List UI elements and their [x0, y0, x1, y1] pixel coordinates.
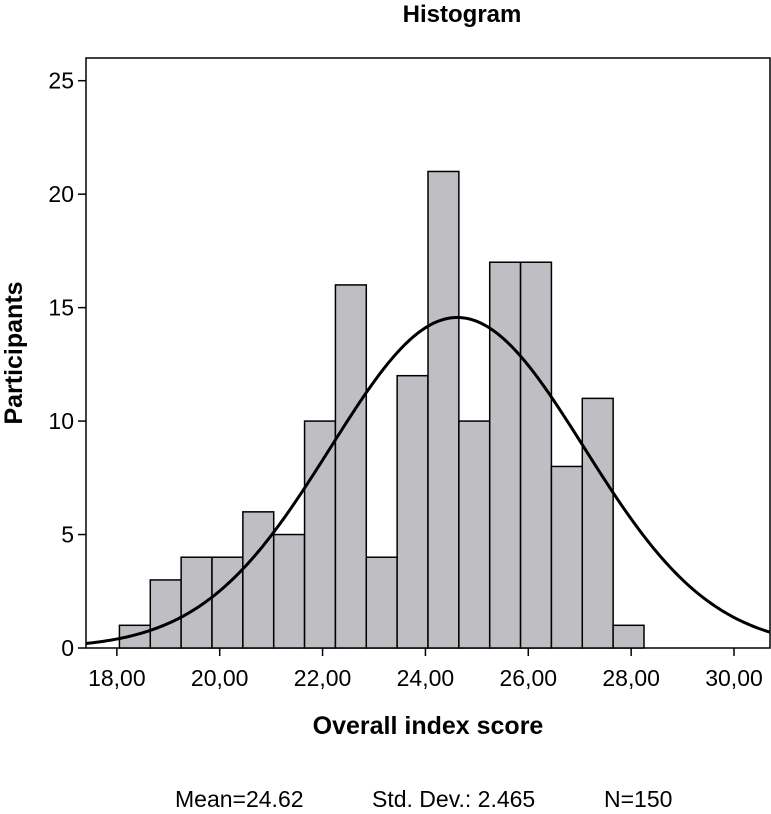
std-dev-label: Std. Dev.: 2.465	[372, 786, 536, 812]
histogram-bar	[396, 374, 429, 649]
y-axis-label: Participants	[0, 281, 28, 424]
y-axis: 0 5 10 15 20 25	[48, 68, 86, 661]
x-axis-label: Overall index score	[313, 712, 544, 740]
histogram-bar	[242, 511, 275, 649]
histogram-bar	[149, 579, 182, 649]
mean-label: Mean=24.62	[175, 786, 304, 812]
x-tick-label: 20,00	[191, 665, 249, 691]
y-tick-label: 15	[48, 295, 74, 321]
x-tick-label: 26,00	[500, 665, 558, 691]
x-tick-label: 24,00	[397, 665, 455, 691]
normal-curve	[85, 315, 771, 645]
x-tick-label: 30,00	[705, 665, 763, 691]
n-label: N=150	[604, 786, 673, 812]
y-tick-label: 5	[61, 522, 74, 548]
histogram-bar	[581, 397, 614, 649]
histogram-bar	[550, 465, 584, 649]
y-tick-label: 25	[48, 68, 74, 94]
histogram-bar	[488, 261, 522, 649]
x-tick-label: 18,00	[88, 665, 146, 691]
x-axis: 18,00 20,00 22,00 24,00 26,00 28,00 30,00	[88, 648, 763, 691]
y-tick-label: 10	[48, 408, 74, 434]
histogram-bar	[211, 556, 244, 649]
histogram-bar	[427, 170, 460, 649]
bars-group	[118, 170, 645, 649]
x-tick-label: 28,00	[602, 665, 660, 691]
histogram-bar	[458, 420, 491, 649]
histogram-bar	[303, 420, 337, 649]
histogram-bar	[180, 556, 213, 649]
histogram-bar	[519, 261, 553, 649]
histogram-bar	[365, 556, 398, 649]
y-tick-label: 20	[48, 181, 74, 207]
histogram-bar	[334, 284, 368, 649]
x-tick-label: 22,00	[294, 665, 352, 691]
chart-title: Histogram	[403, 1, 522, 28]
histogram-bar	[612, 624, 645, 649]
y-tick-label: 0	[61, 635, 74, 661]
histogram-bar	[272, 533, 306, 649]
